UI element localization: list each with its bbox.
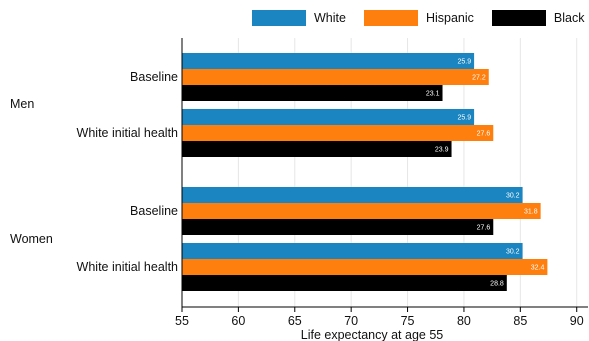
legend-label-black: Black <box>553 11 585 25</box>
bar-white <box>182 243 523 259</box>
x-tick-label: 60 <box>231 314 245 328</box>
x-tick-label: 80 <box>457 314 471 328</box>
x-tick-label: 55 <box>175 314 189 328</box>
bar-value-label: 27.6 <box>477 131 491 138</box>
legend-item-white: White <box>252 10 346 26</box>
bar-black <box>182 85 443 101</box>
legend-item-black: Black <box>491 10 585 26</box>
bar-white <box>182 53 475 69</box>
bar-black <box>182 141 452 157</box>
bar-value-label: 32.4 <box>531 265 545 272</box>
bar-hispanic <box>182 259 548 275</box>
category-label: White initial health <box>77 126 178 140</box>
category-label: Baseline <box>130 70 178 84</box>
bar-black <box>182 219 494 235</box>
legend-item-hispanic: Hispanic <box>363 10 474 26</box>
x-tick-label: 90 <box>570 314 584 328</box>
bar-value-label: 28.8 <box>490 281 504 288</box>
bar-value-label: 23.1 <box>426 91 440 98</box>
legend: White Hispanic Black <box>252 10 589 26</box>
bar-value-label: 27.6 <box>477 225 491 232</box>
bar-value-label: 25.9 <box>457 115 471 122</box>
bar-value-label: 31.8 <box>524 209 538 216</box>
bar-hispanic <box>182 125 494 141</box>
legend-label-white: White <box>314 11 346 25</box>
bar-white <box>182 109 475 125</box>
bar-hispanic <box>182 69 489 85</box>
x-tick-label: 85 <box>513 314 527 328</box>
bar-hispanic <box>182 203 541 219</box>
bar-value-label: 27.2 <box>472 75 486 82</box>
x-axis-title: Life expectancy at age 55 <box>301 328 444 341</box>
category-label: White initial health <box>77 260 178 274</box>
bar-value-label: 30.2 <box>506 193 520 200</box>
x-tick-label: 65 <box>288 314 302 328</box>
legend-swatch-hispanic <box>363 10 418 26</box>
legend-swatch-black <box>491 10 546 26</box>
bar-value-label: 30.2 <box>506 249 520 256</box>
legend-label-hispanic: Hispanic <box>425 11 474 25</box>
group-label: Men <box>10 97 34 111</box>
x-tick-label: 75 <box>401 314 415 328</box>
x-tick-label: 70 <box>344 314 358 328</box>
category-label: Baseline <box>130 204 178 218</box>
legend-swatch-white <box>252 10 306 26</box>
bar-value-label: 23.9 <box>435 147 449 154</box>
bar-white <box>182 187 523 203</box>
group-label: Women <box>10 232 53 246</box>
bar-value-label: 25.9 <box>457 59 471 66</box>
bar-black <box>182 275 507 291</box>
